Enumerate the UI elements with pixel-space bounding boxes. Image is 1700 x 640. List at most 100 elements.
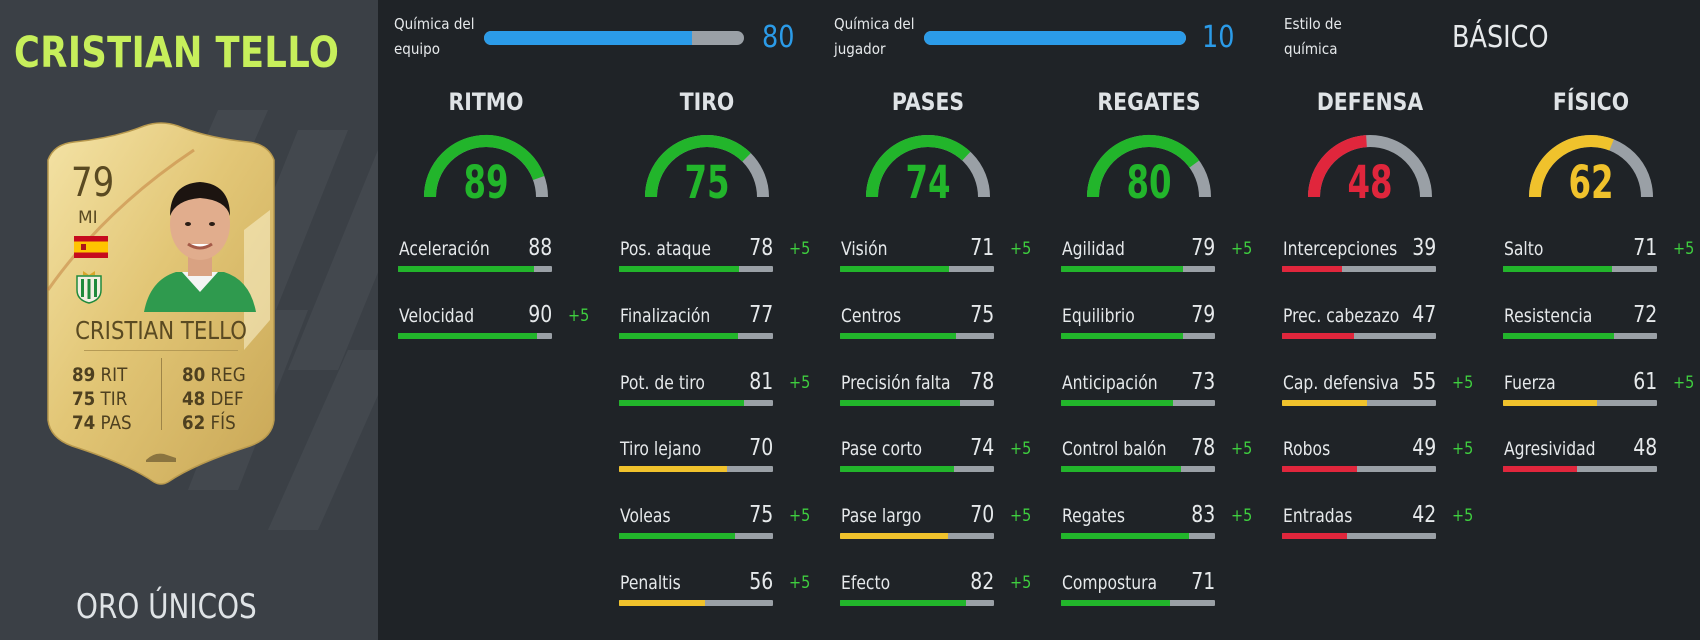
attribute-bar-fill — [619, 533, 735, 539]
player-chemistry-label: Química del jugador — [834, 15, 915, 58]
attribute-bar-fill — [619, 466, 727, 472]
gauge-fill — [1308, 135, 1368, 198]
attribute-bonus: +5 — [1673, 373, 1695, 393]
attribute-bar — [840, 466, 994, 472]
attribute-bar-fill — [1282, 266, 1343, 272]
card-divider-vertical — [161, 358, 162, 430]
chemistry-style-value: BÁSICO — [1452, 20, 1549, 55]
attribute-value: 88 — [527, 235, 552, 261]
category-value: 80 — [1126, 156, 1172, 209]
attribute-name: Finalización — [620, 305, 711, 327]
attribute-name: Velocidad — [399, 305, 475, 327]
attribute-value: 79 — [1190, 235, 1215, 261]
attribute-bar — [1061, 600, 1215, 606]
category-gauge — [424, 135, 548, 198]
card-stat-reg: 80 REG — [182, 364, 246, 386]
attribute-bar-fill — [1282, 466, 1358, 472]
attribute-bonus: +5 — [1452, 439, 1474, 459]
attribute-value: 48 — [1632, 435, 1657, 461]
gauge-fill — [645, 135, 751, 198]
attribute-value: 81 — [748, 369, 773, 395]
card-divider-horizontal — [84, 350, 238, 351]
category-title: DEFENSA — [1316, 88, 1424, 116]
attribute-bonus: +5 — [1231, 506, 1253, 526]
attribute-bar-fill — [1061, 466, 1182, 472]
attribute-value: 47 — [1411, 302, 1436, 328]
card-player-name: CRISTIAN TELLO — [75, 316, 247, 345]
attribute-bonus: +5 — [568, 306, 590, 326]
attribute-bar — [619, 400, 773, 406]
attribute-bar — [619, 533, 773, 539]
spain-flag-icon — [74, 236, 108, 258]
real-betis-badge-icon — [76, 271, 102, 304]
player-chemistry-fill — [924, 31, 1186, 45]
attribute-value: 75 — [748, 502, 773, 528]
category-title: TIRO — [679, 88, 735, 116]
attribute-row: Control balón 78 +5 — [1061, 435, 1261, 478]
category-value: 89 — [463, 156, 509, 209]
category-title: RITMO — [448, 88, 524, 116]
attribute-bar — [840, 400, 994, 406]
attribute-row: Prec. cabezazo 47 — [1282, 302, 1482, 345]
gauge-fill — [1529, 135, 1614, 198]
team-chemistry-fill — [484, 31, 692, 45]
attribute-bar — [1282, 266, 1436, 272]
attribute-name: Fuerza — [1504, 372, 1556, 394]
attribute-value: 49 — [1411, 435, 1436, 461]
attribute-row: Pos. ataque 78 +5 — [619, 235, 819, 278]
attribute-bar — [1061, 266, 1215, 272]
team-chemistry-label: Química del equipo — [394, 15, 475, 58]
attribute-bar-fill — [1503, 466, 1577, 472]
team-chemistry-value: 80 — [762, 20, 795, 55]
card-stat-def: 48 DEF — [182, 388, 244, 410]
attribute-row: Entradas 42 +5 — [1282, 502, 1482, 545]
attribute-name: Efecto — [841, 572, 891, 594]
attribute-bar — [1503, 266, 1657, 272]
attribute-bar-fill — [619, 400, 744, 406]
player-chemistry-value: 10 — [1202, 20, 1235, 55]
card-stat-fis: 62 FÍS — [182, 412, 236, 434]
attribute-row: Pot. de tiro 81 +5 — [619, 369, 819, 412]
attribute-bar — [1061, 533, 1215, 539]
attribute-name: Cap. defensiva — [1283, 372, 1399, 394]
category-value: 74 — [905, 156, 951, 209]
attribute-bar — [1061, 466, 1215, 472]
attribute-bar-fill — [619, 266, 740, 272]
card-position: MI — [78, 208, 98, 228]
attribute-row: Fuerza 61 +5 — [1503, 369, 1700, 412]
attribute-value: 72 — [1632, 302, 1657, 328]
attribute-row: Resistencia 72 — [1503, 302, 1700, 345]
attribute-bonus: +5 — [1010, 506, 1032, 526]
attribute-bar-fill — [1282, 400, 1367, 406]
attribute-name: Pase corto — [841, 438, 923, 460]
attribute-value: 74 — [969, 435, 994, 461]
attribute-row: Efecto 82 +5 — [840, 569, 1040, 612]
card-rating: 79 — [71, 160, 115, 206]
attribute-bar — [1282, 466, 1436, 472]
attribute-bonus: +5 — [1010, 239, 1032, 259]
attribute-bar-fill — [840, 466, 954, 472]
chemistry-style-label: Estilo de química — [1284, 15, 1342, 58]
attribute-value: 71 — [1190, 569, 1215, 595]
attribute-bonus: +5 — [1010, 439, 1032, 459]
attribute-bar-fill — [398, 333, 537, 339]
attribute-value: 55 — [1411, 369, 1436, 395]
attribute-name: Control balón — [1062, 438, 1167, 460]
player-photo — [144, 182, 256, 312]
category-value: 62 — [1568, 156, 1614, 209]
player-card: 79 MI CRISTIAN TELLO 89 RIT 75 TI — [44, 120, 278, 486]
attribute-bonus: +5 — [1452, 373, 1474, 393]
attribute-bar — [619, 266, 773, 272]
player-name-title: CRISTIAN TELLO — [14, 28, 340, 78]
attribute-bar-fill — [1503, 400, 1597, 406]
attribute-name: Regates — [1062, 505, 1125, 527]
attribute-name: Equilibrio — [1062, 305, 1135, 327]
attribute-row: Finalización 77 — [619, 302, 819, 345]
attribute-value: 78 — [969, 369, 994, 395]
attribute-bar-fill — [1503, 333, 1614, 339]
attribute-bar-fill — [840, 266, 950, 272]
gauge-fill — [866, 135, 971, 198]
attribute-bonus: +5 — [789, 373, 811, 393]
attribute-bar-fill — [840, 333, 956, 339]
attribute-bar-fill — [840, 400, 961, 406]
